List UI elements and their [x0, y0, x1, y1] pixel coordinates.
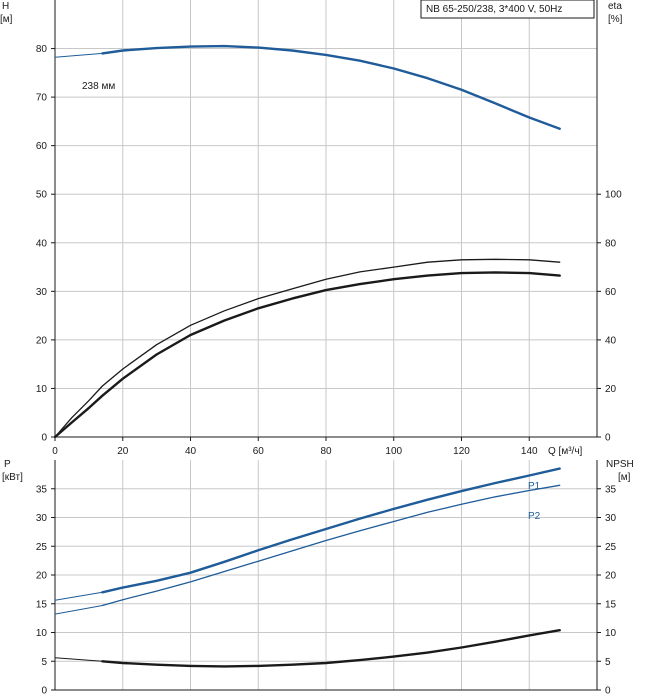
p2-extension-line [54, 605, 103, 615]
left-tick-label: 80 [36, 44, 48, 55]
right-tick-label: 30 [605, 513, 617, 524]
left-tick-label: 25 [36, 542, 48, 553]
p2-series-label: P2 [528, 511, 541, 522]
x-tick-label: 140 [521, 446, 538, 457]
right-tick-label: 10 [605, 628, 617, 639]
left-tick-label: 70 [36, 93, 48, 104]
left-tick-label: 60 [36, 141, 48, 152]
right-tick-label: 20 [605, 384, 617, 395]
head-curve-label: 238 мм [82, 81, 115, 92]
pump-label: NB 65-250/238, 3*400 V, 50Hz [426, 4, 562, 15]
npsh-extension-line [54, 657, 103, 662]
right-tick-label: 35 [605, 484, 617, 495]
left-tick-label: 30 [36, 287, 48, 298]
x-tick-label: 40 [185, 446, 197, 457]
eta-thin-series-line [54, 258, 561, 438]
power-axis-unit: [кВт] [2, 472, 23, 483]
right-tick-label: 0 [605, 433, 611, 444]
p2-series-line [101, 484, 561, 607]
eta-axis-label: eta [608, 1, 622, 12]
x-tick-label: 60 [253, 446, 265, 457]
left-tick-label: 0 [41, 686, 47, 697]
curves [53, 44, 561, 668]
eta-bold-series-line [53, 271, 561, 439]
x-tick-label: 0 [52, 446, 58, 457]
left-tick-label: 10 [36, 384, 48, 395]
npsh-axis-label: NPSH [606, 459, 634, 470]
left-tick-label: 0 [41, 433, 47, 444]
npsh-series-line [101, 629, 561, 668]
right-tick-label: 60 [605, 287, 617, 298]
right-tick-label: 20 [605, 571, 617, 582]
p1-series-label: P1 [528, 481, 541, 492]
head-extension-line [54, 52, 103, 58]
x-tick-label: 100 [385, 446, 402, 457]
right-tick-label: 25 [605, 542, 617, 553]
p1-series-line [101, 467, 561, 594]
right-tick-label: 80 [605, 238, 617, 249]
left-tick-label: 20 [36, 571, 48, 582]
left-tick-label: 30 [36, 513, 48, 524]
x-tick-label: 20 [117, 446, 129, 457]
left-tick-label: 10 [36, 628, 48, 639]
head-axis-label: H [2, 1, 9, 12]
right-tick-label: 40 [605, 335, 617, 346]
right-tick-label: 100 [605, 190, 622, 201]
head-eta-grid: 0 10 20 30 40 50 60 70 80 0 20 40 60 80 100 0 20 40 60 80 10… [36, 0, 622, 457]
power-axis-label: P [4, 459, 11, 470]
power-npsh-grid: 0 5 10 15 20 25 30 35 0 5 10 15 20 25 30 35 [36, 460, 617, 697]
npsh-axis-unit: [м] [618, 472, 631, 483]
left-tick-label: 40 [36, 238, 48, 249]
x-tick-label: 120 [453, 446, 470, 457]
x-tick-label: 80 [320, 446, 332, 457]
right-tick-label: 15 [605, 599, 617, 610]
eta-axis-unit: [%] [608, 14, 623, 25]
left-tick-label: 5 [41, 657, 47, 668]
right-tick-label: 5 [605, 657, 611, 668]
left-tick-label: 50 [36, 190, 48, 201]
left-tick-label: 20 [36, 335, 48, 346]
left-tick-label: 15 [36, 599, 48, 610]
p1-extension-line [54, 591, 103, 601]
left-tick-label: 35 [36, 484, 48, 495]
pump-label-box [420, 0, 595, 19]
flow-axis-label: Q [м³/ч] [548, 446, 583, 457]
head-axis-unit: [м] [0, 14, 13, 25]
right-tick-label: 0 [605, 686, 611, 697]
head-series-line [101, 44, 561, 130]
